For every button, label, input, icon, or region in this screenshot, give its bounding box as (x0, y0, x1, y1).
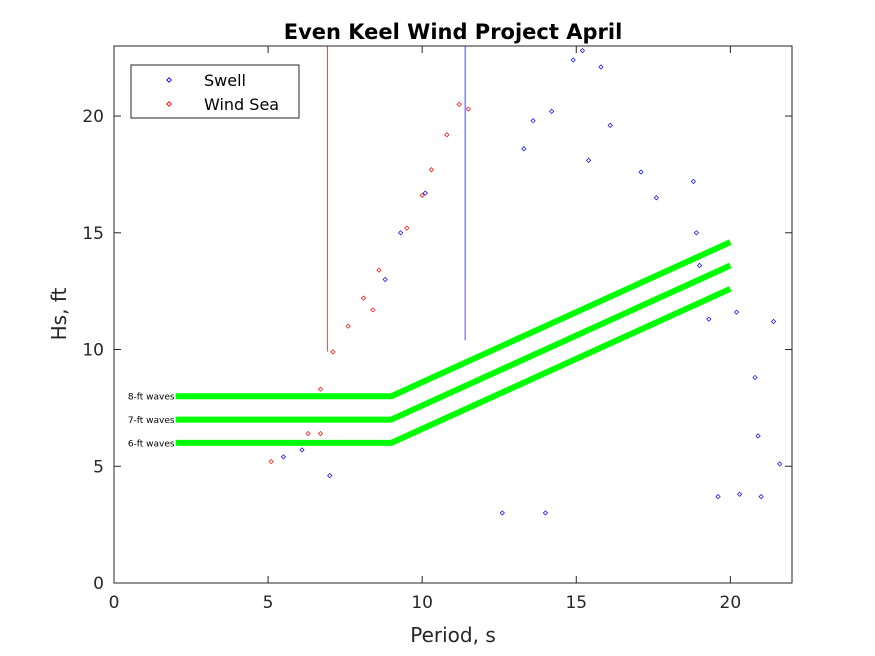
legend-label-wind-sea: Wind Sea (204, 95, 279, 114)
axis-ticks: 0 5 10 15 20 0 5 10 15 20 (82, 46, 792, 613)
x-tick-label: 5 (263, 593, 274, 613)
wave-threshold-line (175, 262, 732, 423)
x-axis-label: Period, s (410, 623, 496, 647)
swell-point (542, 510, 549, 516)
scatter-layer (268, 46, 783, 516)
wind-sea-point (361, 295, 367, 301)
wave-threshold-label: 8-ft waves (128, 393, 175, 403)
swell-point (715, 494, 721, 500)
y-tick-label: 0 (93, 574, 104, 594)
wind-sea-point (444, 132, 450, 138)
swell-point (755, 433, 761, 439)
swell-point (777, 461, 783, 467)
swell-point (398, 230, 404, 236)
swell-point (752, 374, 758, 381)
wind-sea-point (268, 458, 274, 465)
swell-point (382, 276, 388, 283)
wind-sea-point (456, 101, 462, 107)
swell-point (280, 454, 287, 460)
swell-point (549, 108, 555, 114)
wind-sea-point (419, 192, 425, 199)
x-tick-label: 20 (720, 593, 742, 613)
swell-point (499, 510, 505, 516)
legend-marker-swell (166, 77, 172, 83)
threshold-lines: 8-ft waves 7-ft waves 6-ft waves (128, 239, 732, 449)
y-tick-label: 15 (82, 224, 104, 244)
wind-sea-point (345, 323, 351, 329)
y-tick-label: 5 (93, 457, 104, 477)
x-tick-label: 15 (565, 593, 587, 613)
wave-threshold-line (175, 239, 732, 400)
wind-sea-point (404, 225, 410, 231)
swell-point (690, 178, 696, 185)
swell-point (733, 309, 740, 315)
swell-point (598, 64, 604, 70)
y-axis-label: Hs, ft (47, 287, 71, 340)
plot-area (114, 46, 792, 583)
swell-point (530, 118, 536, 124)
swell-point (422, 190, 428, 196)
swell-point (696, 262, 703, 269)
swell-point (586, 157, 592, 163)
legend: Swell Wind Sea (130, 64, 300, 119)
swell-point (758, 494, 764, 500)
legend-label-swell: Swell (204, 71, 246, 90)
swell-point (693, 230, 700, 236)
swell-point (579, 48, 586, 54)
swell-point (653, 195, 659, 201)
swell-point (299, 447, 305, 453)
swell-point (570, 57, 576, 63)
wind-sea-point (428, 167, 435, 173)
axes-frame (113, 45, 793, 584)
legend-marker-wind-sea (166, 101, 172, 107)
y-tick-label: 20 (82, 107, 104, 127)
wave-threshold-label: 6-ft waves (128, 439, 175, 449)
swell-point (521, 146, 527, 152)
wind-sea-point (465, 106, 472, 112)
swell-point (638, 169, 644, 175)
wind-sea-point (305, 430, 311, 437)
swell-point (327, 473, 333, 479)
chart-title: Even Keel Wind Project April (284, 20, 623, 44)
swell-point (737, 491, 743, 497)
wind-sea-point (370, 307, 376, 313)
swell-point (706, 316, 712, 322)
legend-box (130, 64, 300, 119)
wind-sea-point (317, 430, 324, 437)
x-tick-label: 0 (109, 593, 120, 613)
wind-sea-point (317, 386, 324, 392)
swell-point (770, 318, 777, 325)
wave-threshold-line (175, 286, 732, 446)
y-tick-label: 10 (82, 341, 104, 361)
x-tick-label: 10 (411, 593, 433, 613)
wind-sea-point (330, 349, 336, 355)
swell-point (607, 122, 613, 128)
wind-sea-point (376, 267, 382, 273)
wave-threshold-label: 7-ft waves (128, 416, 175, 426)
